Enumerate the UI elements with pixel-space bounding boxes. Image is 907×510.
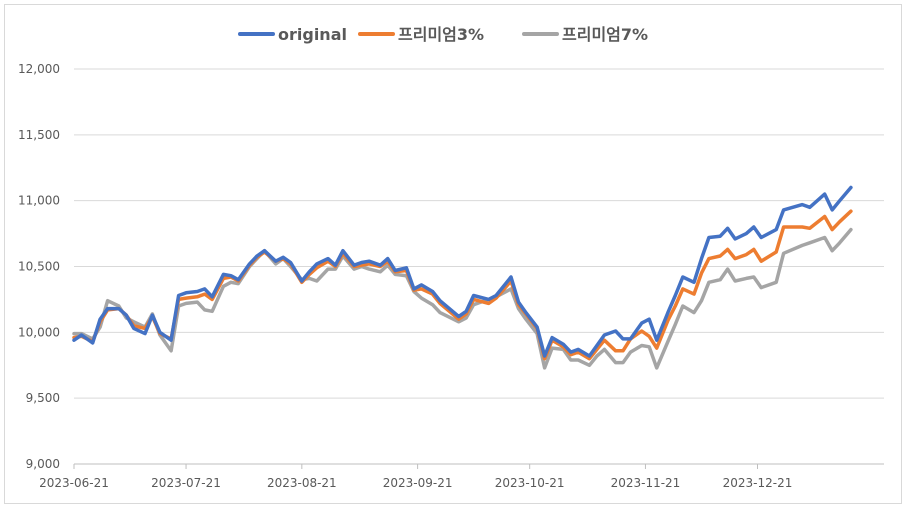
series-line-1 bbox=[72, 209, 853, 361]
x-tick-label: 2023-07-21 bbox=[151, 476, 221, 490]
y-tick-label: 10,500 bbox=[18, 260, 60, 274]
x-tick-label: 2023-10-21 bbox=[495, 476, 565, 490]
y-tick-label: 10,000 bbox=[18, 325, 60, 339]
series-lines bbox=[72, 185, 853, 370]
x-tick-label: 2023-12-21 bbox=[723, 476, 793, 490]
y-tick-label: 12,000 bbox=[18, 62, 60, 76]
y-tick-label: 11,000 bbox=[18, 194, 60, 208]
x-tick-label: 2023-11-21 bbox=[611, 476, 681, 490]
y-tick-label: 11,500 bbox=[18, 128, 60, 142]
y-tick-label: 9,500 bbox=[26, 391, 60, 405]
y-tick-label: 9,000 bbox=[26, 457, 60, 471]
x-tick-label: 2023-06-21 bbox=[39, 476, 109, 490]
x-axis-labels: 2023-06-21 2023-07-21 2023-08-21 2023-09-21… bbox=[39, 476, 792, 490]
y-axis-labels: 9,000 9,500 10,000 10,500 11,000 11,500 12,000 bbox=[18, 62, 60, 471]
series-line-2 bbox=[72, 227, 853, 370]
legend-label: 프리미엄3% bbox=[398, 25, 484, 44]
gridlines bbox=[74, 68, 884, 399]
x-tick-label: 2023-09-21 bbox=[383, 476, 453, 490]
x-tick-label: 2023-08-21 bbox=[267, 476, 337, 490]
legend-label: 프리미엄7% bbox=[562, 25, 648, 44]
x-axis bbox=[73, 463, 884, 469]
legend: original 프리미엄3% 프리미엄7% bbox=[238, 25, 648, 44]
legend-label: original bbox=[278, 25, 347, 44]
series-line-0 bbox=[72, 185, 853, 358]
chart-frame bbox=[4, 4, 902, 504]
